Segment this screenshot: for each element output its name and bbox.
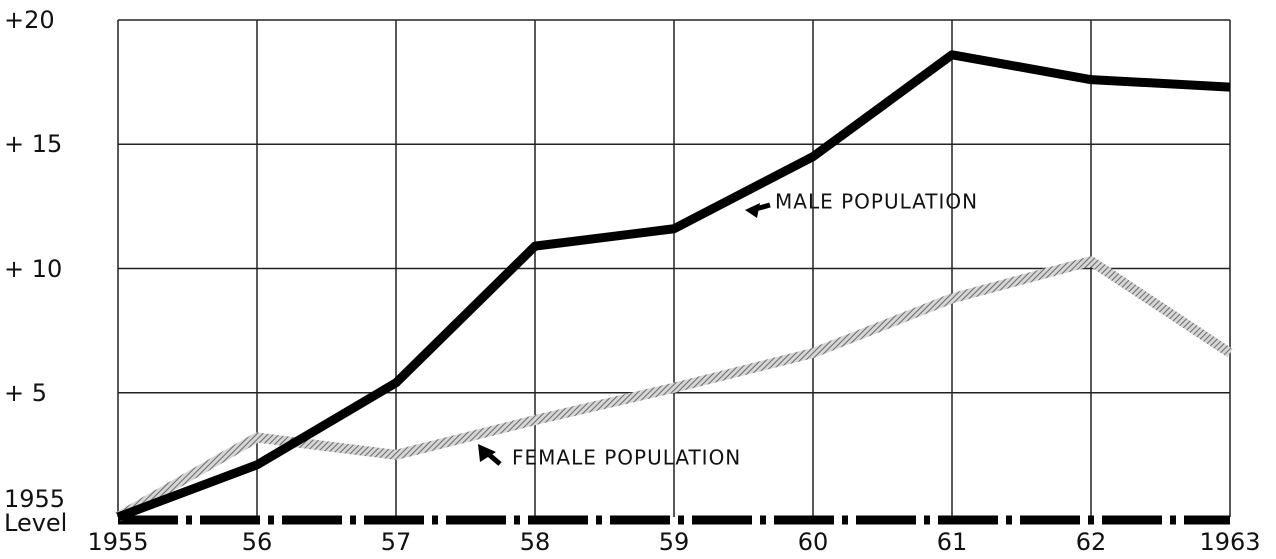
y-tick-label: +20 [4,6,55,34]
y-tick-label: + 15 [4,130,63,159]
x-tick-label: 1955 [87,528,148,556]
x-tick-label: 61 [937,528,968,556]
male-arrow [751,202,771,213]
x-tick-label: 58 [520,528,551,556]
series-line [115,256,1233,522]
y-tick-label: 1955 Level [4,485,68,537]
x-tick-label: 56 [242,528,273,556]
y-tick-label: + 10 [4,254,63,283]
x-tick-label: 62 [1076,528,1107,556]
annotation: FEMALE POPULATION [512,446,741,470]
x-tick-label: 1963 [1199,528,1260,556]
y-tick-label: + 5 [4,378,48,407]
series-line [116,50,1231,522]
x-tick-label: 59 [659,528,690,556]
annotation: MALE POPULATION [775,190,978,214]
x-tick-label: 60 [798,528,829,556]
female-arrow [484,450,502,466]
x-tick-label: 57 [381,528,412,556]
